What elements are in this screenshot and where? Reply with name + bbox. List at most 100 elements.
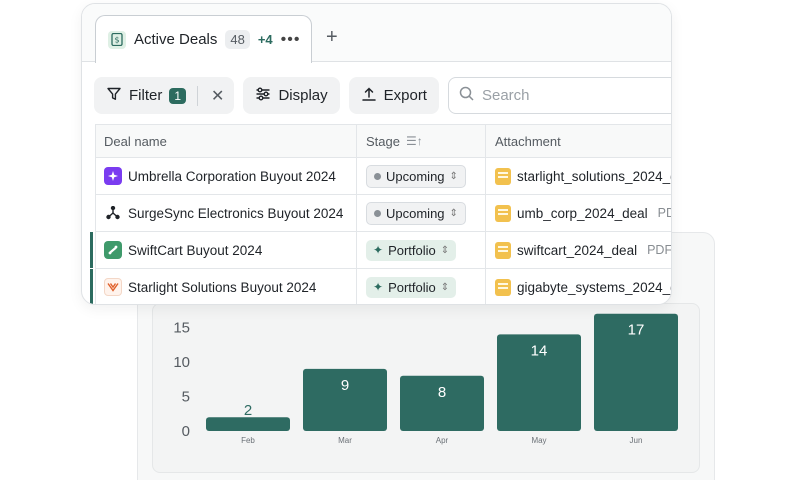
stage-select[interactable]: ✦ Portfolio ⇕ bbox=[366, 239, 457, 261]
y-tick-label: 5 bbox=[182, 389, 190, 406]
stage-label: Portfolio bbox=[388, 242, 436, 258]
file-type-label: PDF bbox=[647, 243, 672, 257]
stage-select[interactable]: ✦ Portfolio ⇕ bbox=[366, 276, 457, 298]
stage-cell[interactable]: Upcoming ⇕ bbox=[357, 195, 486, 231]
deal-name-cell[interactable]: Umbrella Corporation Buyout 2024 bbox=[95, 158, 357, 194]
bar-may[interactable] bbox=[497, 334, 581, 431]
table-row[interactable]: Umbrella Corporation Buyout 2024 Upcomin… bbox=[95, 158, 672, 195]
stage-cell[interactable]: ✦ Portfolio ⇕ bbox=[357, 232, 486, 268]
sparkle-icon: ✦ bbox=[373, 243, 384, 257]
stage-label: Portfolio bbox=[388, 279, 436, 295]
search-input[interactable]: Search bbox=[447, 77, 671, 114]
chart-area: 0 5 10 15 2 Feb 9 Mar 8 Apr 14 May 17 Jun bbox=[152, 303, 700, 473]
tab-extra-count: +4 bbox=[257, 32, 273, 47]
y-tick-label: 10 bbox=[173, 354, 190, 371]
chevron-updown-icon: ⇕ bbox=[440, 244, 450, 256]
attachment-cell[interactable]: swiftcart_2024_deal PDF bbox=[486, 232, 672, 268]
x-tick-label: Apr bbox=[436, 436, 449, 445]
divider bbox=[197, 85, 199, 106]
attachment-name[interactable]: starlight_solutions_2024_d bbox=[517, 168, 672, 184]
search-placeholder: Search bbox=[481, 87, 530, 104]
chevron-updown-icon: ⇕ bbox=[449, 170, 458, 182]
deal-name: SurgeSync Electronics Buyout 2024 bbox=[128, 205, 344, 221]
export-button[interactable]: Export bbox=[348, 77, 439, 114]
filter-button[interactable]: Filter 1 ✕ bbox=[94, 77, 235, 114]
file-type-label: PDF bbox=[657, 206, 671, 220]
x-tick-label: Feb bbox=[241, 436, 255, 445]
file-icon bbox=[495, 204, 511, 222]
y-tick-label: 0 bbox=[182, 423, 190, 440]
bar-value-label: 8 bbox=[438, 384, 446, 401]
umbrella-logo-icon bbox=[104, 167, 122, 185]
display-label: Display bbox=[278, 87, 328, 104]
column-header-stage[interactable]: Stage ☰↑ bbox=[357, 125, 486, 157]
deal-name-cell[interactable]: SwiftCart Buyout 2024 bbox=[95, 232, 357, 268]
stage-select[interactable]: Upcoming ⇕ bbox=[366, 201, 466, 225]
bar-mar[interactable] bbox=[303, 368, 387, 431]
x-tick-label: Mar bbox=[338, 436, 352, 445]
deal-name-cell[interactable]: Starlight Solutions Buyout 2024 bbox=[95, 269, 357, 304]
tab-bar: $ Active Deals 48 +4 ••• + bbox=[82, 4, 671, 63]
funnel-icon bbox=[106, 86, 122, 106]
search-icon bbox=[459, 86, 474, 105]
bar-value-label: 14 bbox=[531, 342, 548, 359]
bar-value-label: 17 bbox=[628, 322, 645, 339]
attachment-cell[interactable]: umb_corp_2024_deal PDF bbox=[486, 195, 671, 231]
table-row[interactable]: SurgeSync Electronics Buyout 2024 Upcomi… bbox=[95, 195, 671, 232]
clear-filter-icon[interactable]: ✕ bbox=[211, 87, 225, 105]
file-icon bbox=[495, 278, 511, 296]
deal-name-cell[interactable]: SurgeSync Electronics Buyout 2024 bbox=[95, 195, 357, 231]
chevron-updown-icon: ⇕ bbox=[440, 281, 450, 293]
file-icon bbox=[495, 241, 511, 259]
bar-chart: 0 5 10 15 2 Feb 9 Mar 8 Apr 14 May 17 Jun bbox=[173, 313, 678, 445]
status-dot-icon bbox=[374, 209, 381, 217]
surgesync-logo-icon bbox=[104, 204, 122, 222]
bar-apr[interactable] bbox=[400, 375, 484, 431]
attachment-name[interactable]: gigabyte_systems_2024_d bbox=[517, 279, 672, 295]
filter-label: Filter bbox=[129, 87, 163, 104]
stage-select[interactable]: Upcoming ⇕ bbox=[366, 164, 466, 188]
sparkle-icon: ✦ bbox=[373, 280, 384, 294]
bar-value-label: 2 bbox=[244, 402, 252, 419]
deal-name: SwiftCart Buyout 2024 bbox=[128, 242, 263, 258]
column-header-deal-name[interactable]: Deal name bbox=[95, 125, 357, 157]
column-header-stage-label: Stage bbox=[366, 133, 400, 149]
svg-text:$: $ bbox=[114, 36, 119, 45]
attachment-cell[interactable]: gigabyte_systems_2024_d bbox=[486, 269, 672, 304]
export-label: Export bbox=[383, 87, 427, 104]
tab-active-deals[interactable]: $ Active Deals 48 +4 ••• bbox=[95, 15, 312, 63]
sliders-icon bbox=[255, 86, 271, 106]
chevron-updown-icon: ⇕ bbox=[449, 207, 458, 219]
table-row[interactable]: Starlight Solutions Buyout 2024 ✦ Portfo… bbox=[90, 269, 672, 304]
display-button[interactable]: Display bbox=[243, 77, 340, 114]
bar-jun[interactable] bbox=[594, 313, 678, 431]
starlight-logo-icon bbox=[104, 278, 122, 296]
file-icon bbox=[495, 167, 511, 185]
table-row[interactable]: SwiftCart Buyout 2024 ✦ Portfolio ⇕ swif… bbox=[90, 232, 672, 269]
tab-count-badge: 48 bbox=[225, 30, 250, 49]
column-header-attachment[interactable]: Attachment bbox=[495, 133, 561, 149]
y-tick-label: 15 bbox=[173, 320, 190, 337]
tab-label: Active Deals bbox=[134, 31, 218, 48]
table-header: Deal name Stage ☰↑ Attachment bbox=[95, 125, 671, 158]
more-options-icon[interactable]: ••• bbox=[280, 30, 301, 48]
sort-icon: ☰↑ bbox=[405, 134, 423, 148]
toolbar: Filter 1 ✕ Display Export Search bbox=[94, 77, 671, 114]
deal-name: Starlight Solutions Buyout 2024 bbox=[128, 279, 317, 295]
deals-table: Deal name Stage ☰↑ Attachment Umbrella C… bbox=[90, 124, 672, 304]
attachment-cell[interactable]: starlight_solutions_2024_d bbox=[486, 158, 672, 194]
deals-window: $ Active Deals 48 +4 ••• + Filter 1 ✕ Di… bbox=[81, 3, 672, 305]
upload-icon bbox=[361, 86, 377, 106]
stage-cell[interactable]: ✦ Portfolio ⇕ bbox=[357, 269, 486, 304]
bar-value-label: 9 bbox=[341, 377, 349, 394]
add-tab-button[interactable]: + bbox=[326, 26, 338, 48]
document-dollar-icon: $ bbox=[108, 30, 126, 49]
bar-feb[interactable] bbox=[206, 417, 290, 431]
x-tick-label: May bbox=[531, 436, 546, 445]
x-tick-label: Jun bbox=[630, 436, 643, 445]
filter-count-badge: 1 bbox=[169, 87, 187, 104]
attachment-name[interactable]: swiftcart_2024_deal bbox=[517, 242, 638, 258]
swiftcart-logo-icon bbox=[104, 241, 122, 259]
stage-cell[interactable]: Upcoming ⇕ bbox=[357, 158, 486, 194]
attachment-name[interactable]: umb_corp_2024_deal bbox=[517, 205, 648, 221]
